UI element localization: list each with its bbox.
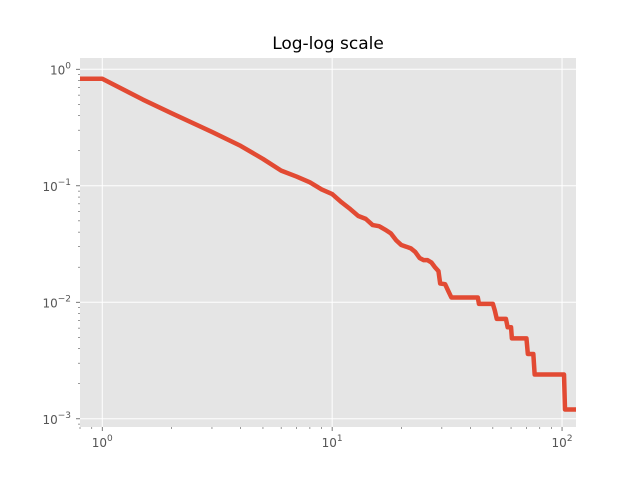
x-tick-label: 101 [322, 434, 343, 450]
x-tick-label: 100 [92, 434, 113, 450]
plot-area-group: 100 101 102 100 10−1 10−2 10−3 [42, 58, 576, 450]
y-tick-label: 100 [50, 61, 71, 77]
y-tick-label: 10−3 [42, 411, 71, 427]
plot-background [80, 58, 576, 427]
series-line-0 [80, 76, 576, 412]
chart-title: Log-log scale [272, 34, 384, 54]
y-tick-label: 10−1 [42, 178, 71, 194]
y-tick-label: 10−2 [42, 294, 71, 310]
x-tick-label: 102 [552, 434, 573, 450]
